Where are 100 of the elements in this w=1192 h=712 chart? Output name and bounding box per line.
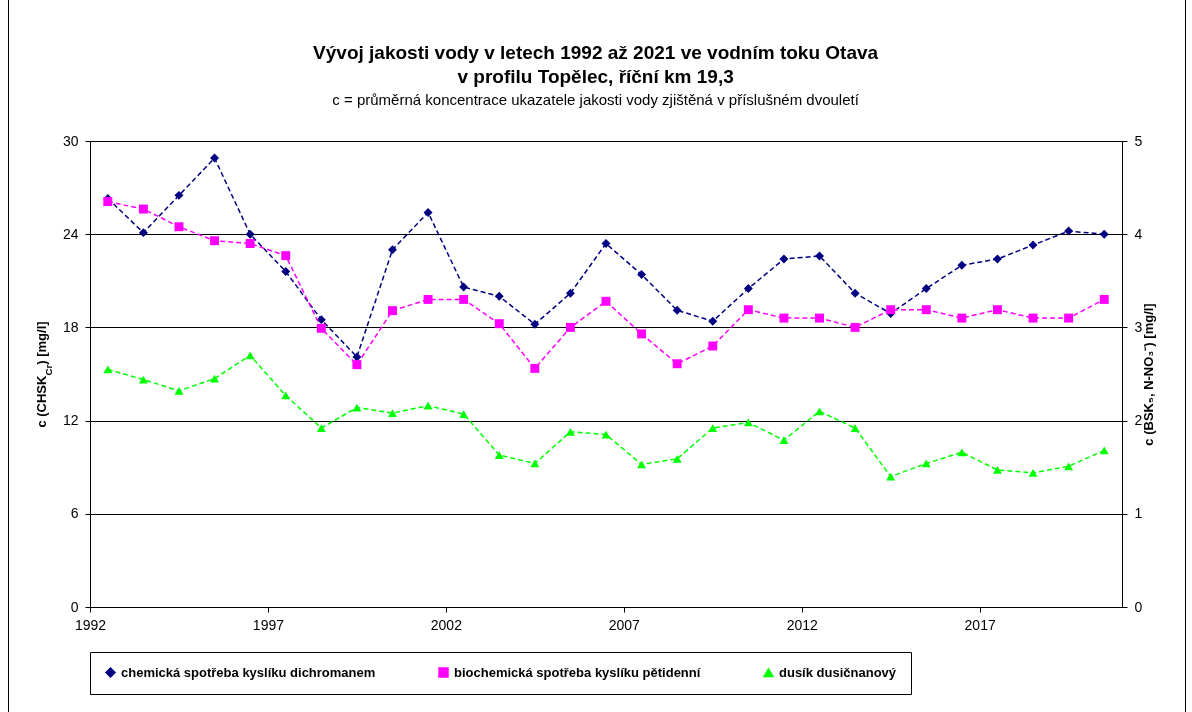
point [316,315,326,325]
point [565,322,575,332]
point [138,228,148,238]
x-tick-label: 1992 [74,616,107,633]
point [992,254,1002,264]
point [245,239,255,248]
point [530,363,540,373]
point [281,391,291,400]
point [423,294,433,304]
point [957,313,967,323]
point [423,401,433,410]
x-tick-label: 1997 [252,616,285,633]
x-tick-label: 2012 [786,616,818,633]
point [103,197,113,207]
point [815,407,824,416]
point [174,190,184,200]
y-tick-label: 18 [62,318,79,335]
point [743,418,753,427]
legend-label: dusík dusičnanový [779,664,897,680]
point [174,222,184,232]
point [494,319,504,329]
point [743,305,753,315]
point [743,284,753,294]
point [210,153,220,163]
point [281,267,291,276]
point [815,313,824,323]
point [708,316,718,326]
point [494,451,504,459]
point [779,436,789,445]
y-tick-label: 30 [62,132,79,149]
point [1064,462,1074,471]
point [316,323,326,333]
x-tick-label: 2007 [608,616,641,633]
point [921,284,931,294]
point [957,260,967,270]
point [637,460,647,469]
point [1028,313,1038,323]
point [352,360,362,370]
y2-tick-label: 5 [1134,132,1143,149]
point [459,282,469,292]
point [850,424,860,432]
point [210,236,220,246]
y2-tick-label: 2 [1134,412,1143,429]
point [921,305,931,315]
point [1064,226,1074,236]
point [850,288,860,298]
point [103,365,113,374]
point [1099,229,1109,239]
point [672,454,682,463]
point [1028,240,1038,250]
x-tick-label: 2002 [430,616,463,633]
point [316,424,326,432]
point [637,329,647,339]
point [459,294,469,304]
y-tick-label: 6 [70,505,79,522]
point [352,352,362,362]
chart-subtitle: c = průměrná koncentrace ukazatele jakosti vody zjištěná v příslušném dvouletí [332,91,860,108]
point [957,448,967,457]
point [992,305,1002,315]
point [1064,313,1074,323]
point [1028,468,1038,477]
point [565,288,575,298]
point [779,254,789,264]
point [174,386,184,395]
point [637,270,647,280]
point [779,313,789,323]
point [672,305,682,315]
point [708,424,718,432]
point [1099,446,1109,455]
y-tick-label: 12 [62,412,79,429]
point [245,351,255,360]
legend-label: chemická spotřeba kyslíku dichromanem [121,664,376,680]
point [494,291,504,301]
point [850,322,860,332]
y2-tick-label: 1 [1134,505,1143,522]
point [388,306,397,316]
point [530,319,540,329]
point [388,245,397,255]
point [708,341,718,351]
point [815,251,824,261]
point [601,296,611,306]
point [921,459,931,468]
point [245,229,255,239]
point [992,466,1002,474]
point [138,204,148,214]
point [281,251,291,261]
y2-tick-label: 0 [1134,598,1143,615]
legend-label: biochemická spotřeba kyslíku pětidenní [454,664,701,680]
y2-axis-title: c (BSK₅, N-NO₃⁻) [mg/l] [1141,303,1157,446]
chart-title: Vývoj jakosti vody v letech 1992 až 2021 ve vodním toku Otava v profilu Topělec, říční km 19,3 [313,42,879,87]
point [1099,294,1109,304]
y-tick-label: 0 [70,598,79,615]
y2-tick-label: 3 [1134,318,1143,335]
point [388,409,397,418]
y2-tick-label: 4 [1134,225,1143,242]
point [210,374,220,383]
y-tick-label: 24 [62,225,79,242]
x-tick-label: 2017 [964,616,996,633]
point [423,207,433,217]
point [672,359,682,369]
